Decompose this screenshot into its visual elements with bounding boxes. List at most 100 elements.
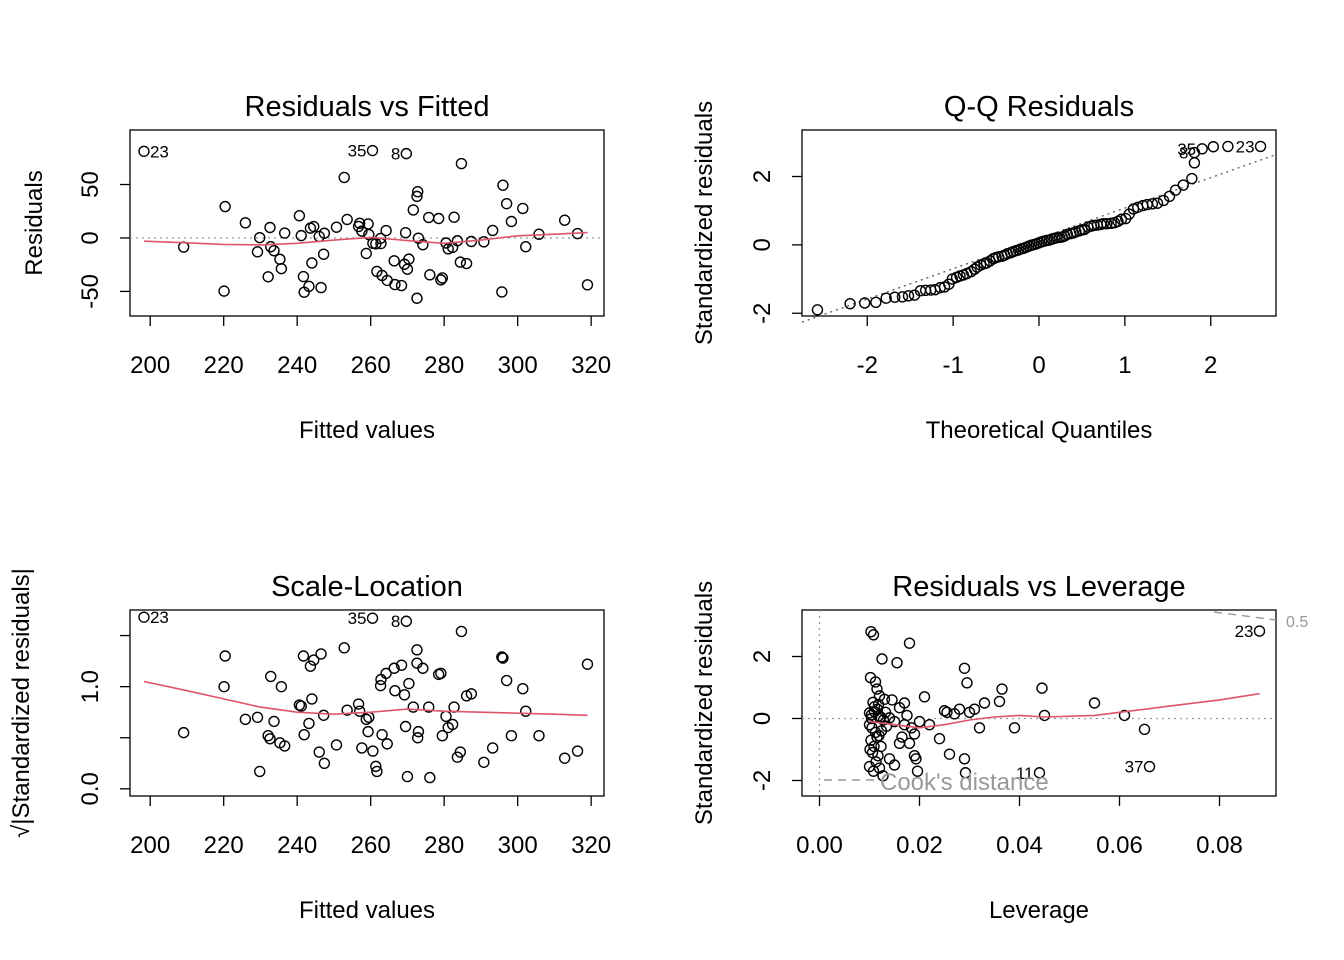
- data-point: [424, 771, 436, 784]
- data-point: [1163, 190, 1176, 203]
- data-point: [338, 642, 350, 654]
- data-point: [903, 637, 916, 649]
- data-point: [811, 304, 824, 316]
- smoother-line: [143, 231, 588, 246]
- data-point: [353, 217, 366, 230]
- data-point: [911, 765, 924, 777]
- data-point: [517, 682, 529, 695]
- data-point: [870, 296, 882, 309]
- data-point: [371, 765, 383, 778]
- y-tick-label: 2: [749, 170, 776, 183]
- data-point: [938, 705, 951, 717]
- data-point: [876, 653, 888, 665]
- panel-title: Scale-Location: [271, 571, 463, 603]
- y-axis-label: Residuals: [21, 170, 48, 275]
- data-point: [380, 224, 392, 237]
- point-id-label: 37: [1125, 758, 1144, 777]
- data-point: [886, 694, 898, 706]
- data-point: [275, 680, 288, 693]
- data-point: [262, 271, 274, 283]
- data-point: [1097, 217, 1110, 230]
- data-point: [581, 279, 594, 291]
- data-point: [298, 728, 310, 741]
- point-id-label: 23: [150, 608, 169, 627]
- data-point: [993, 695, 1006, 708]
- data-point: [407, 204, 419, 216]
- data-point: [863, 719, 876, 731]
- data-point: [274, 253, 286, 265]
- data-point: [353, 705, 366, 717]
- data-point: [251, 246, 264, 258]
- y-tick-label: -50: [77, 274, 104, 309]
- data-point: [973, 722, 986, 734]
- residuals-vs-fitted-panel: Residuals vs Fitted Fitted values Residu…: [21, 91, 611, 444]
- data-point: [360, 247, 372, 260]
- point-id-label: 35: [348, 142, 367, 161]
- x-tick-label: 0.02: [896, 832, 943, 859]
- data-point: [435, 274, 447, 286]
- data-point: [500, 674, 513, 687]
- data-point: [888, 759, 901, 771]
- data-point: [219, 650, 231, 662]
- data-point: [869, 676, 882, 688]
- data-point: [933, 732, 946, 745]
- data-point: [275, 262, 288, 275]
- data-point: [306, 257, 318, 269]
- x-tick-label: 200: [130, 352, 170, 379]
- data-point: [376, 728, 388, 741]
- data-point: [366, 612, 379, 624]
- y-tick-label: 0: [749, 712, 776, 725]
- data-point: [303, 280, 315, 292]
- y-tick-label: 0.0: [77, 772, 104, 805]
- point-id-label: 11: [1016, 764, 1034, 783]
- data-point: [295, 229, 307, 242]
- data-point: [958, 662, 971, 674]
- point-id-label: 8: [391, 145, 400, 164]
- data-point: [460, 257, 473, 270]
- data-point: [1033, 767, 1046, 779]
- data-point: [865, 712, 878, 725]
- data-point: [352, 698, 365, 710]
- data-point: [318, 757, 331, 769]
- point-id-label: 35: [1177, 140, 1196, 159]
- data-point: [388, 255, 400, 267]
- data-point: [520, 241, 532, 253]
- data-point: [341, 213, 353, 226]
- data-point: [411, 644, 423, 656]
- qq-residuals-panel: Q-Q Residuals Theoretical Quantiles Stan…: [691, 91, 1277, 444]
- data-point: [958, 753, 971, 765]
- data-point: [454, 256, 467, 268]
- y-tick-label: -2: [749, 770, 776, 791]
- data-point: [893, 737, 906, 749]
- x-tick-label: 300: [498, 832, 538, 859]
- data-point: [1157, 194, 1170, 207]
- data-point: [389, 685, 401, 697]
- x-tick-label: -2: [857, 352, 878, 379]
- x-axis-label: Theoretical Quantiles: [926, 417, 1153, 444]
- data-point: [486, 742, 499, 754]
- data-point: [315, 648, 327, 660]
- data-point: [254, 231, 266, 244]
- data-point: [902, 290, 915, 302]
- data-point: [497, 652, 509, 664]
- data-point: [880, 292, 892, 304]
- data-point: [959, 767, 972, 779]
- y-axis-label: √|Standardized residuals|: [8, 568, 35, 838]
- data-point: [417, 238, 429, 251]
- data-point: [865, 626, 877, 638]
- data-point: [219, 200, 231, 213]
- plot-frame: [129, 609, 605, 797]
- data-point: [1169, 184, 1182, 196]
- data-point: [407, 701, 419, 713]
- data-point: [879, 706, 892, 718]
- data-point: [867, 629, 880, 641]
- data-point: [913, 715, 926, 728]
- data-point: [1115, 213, 1128, 225]
- data-point: [436, 730, 449, 742]
- data-point: [451, 235, 464, 247]
- x-tick-label: 240: [277, 352, 317, 379]
- data-point: [138, 145, 150, 157]
- data-point: [367, 745, 379, 757]
- data-point: [901, 709, 913, 722]
- x-tick-label: 260: [351, 832, 391, 859]
